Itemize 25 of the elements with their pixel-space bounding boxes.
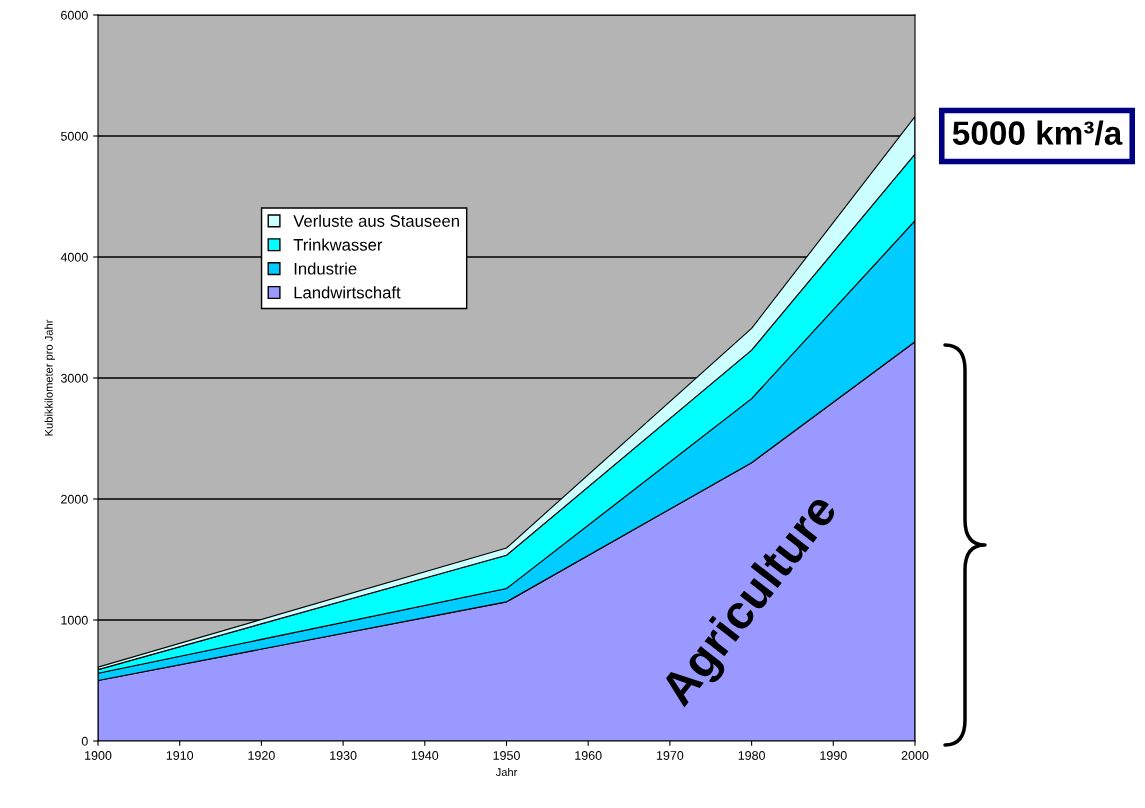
legend-label: Verluste aus Stauseen bbox=[293, 214, 459, 227]
y-tick-label: 4000 bbox=[60, 252, 88, 262]
y-tick-label: 6000 bbox=[61, 10, 88, 20]
x-tick-label: 1950 bbox=[493, 751, 520, 760]
y-axis-title: Kubikkilometer pro Jahr bbox=[44, 319, 55, 436]
y-tick-label: 2000 bbox=[61, 494, 88, 504]
x-tick-label: 1980 bbox=[738, 751, 766, 760]
x-tick-label: 1900 bbox=[85, 751, 112, 760]
y-tick-label: 3000 bbox=[60, 373, 88, 383]
legend-label: Landwirtschaft bbox=[294, 286, 401, 299]
x-tick-label: 1910 bbox=[166, 751, 194, 760]
x-tick-label: 2000 bbox=[901, 751, 929, 760]
y-tick-label: 1000 bbox=[61, 615, 88, 625]
x-tick-label: 1970 bbox=[656, 751, 684, 760]
x-tick-label: 1930 bbox=[330, 751, 357, 760]
x-tick-label: 1990 bbox=[820, 751, 847, 760]
legend-label: Trinkwasser bbox=[293, 238, 383, 251]
y-tick-label: 0 bbox=[81, 736, 88, 746]
x-tick-label: 1920 bbox=[248, 751, 275, 760]
legend-label: Industrie bbox=[294, 262, 357, 275]
x-tick-label: 1960 bbox=[575, 751, 602, 760]
text: 5000 km³/a bbox=[952, 120, 1123, 146]
x-axis-title: Jahr bbox=[495, 767, 518, 777]
x-tick-label: 1940 bbox=[411, 751, 439, 760]
y-tick-label: 5000 bbox=[60, 131, 88, 141]
